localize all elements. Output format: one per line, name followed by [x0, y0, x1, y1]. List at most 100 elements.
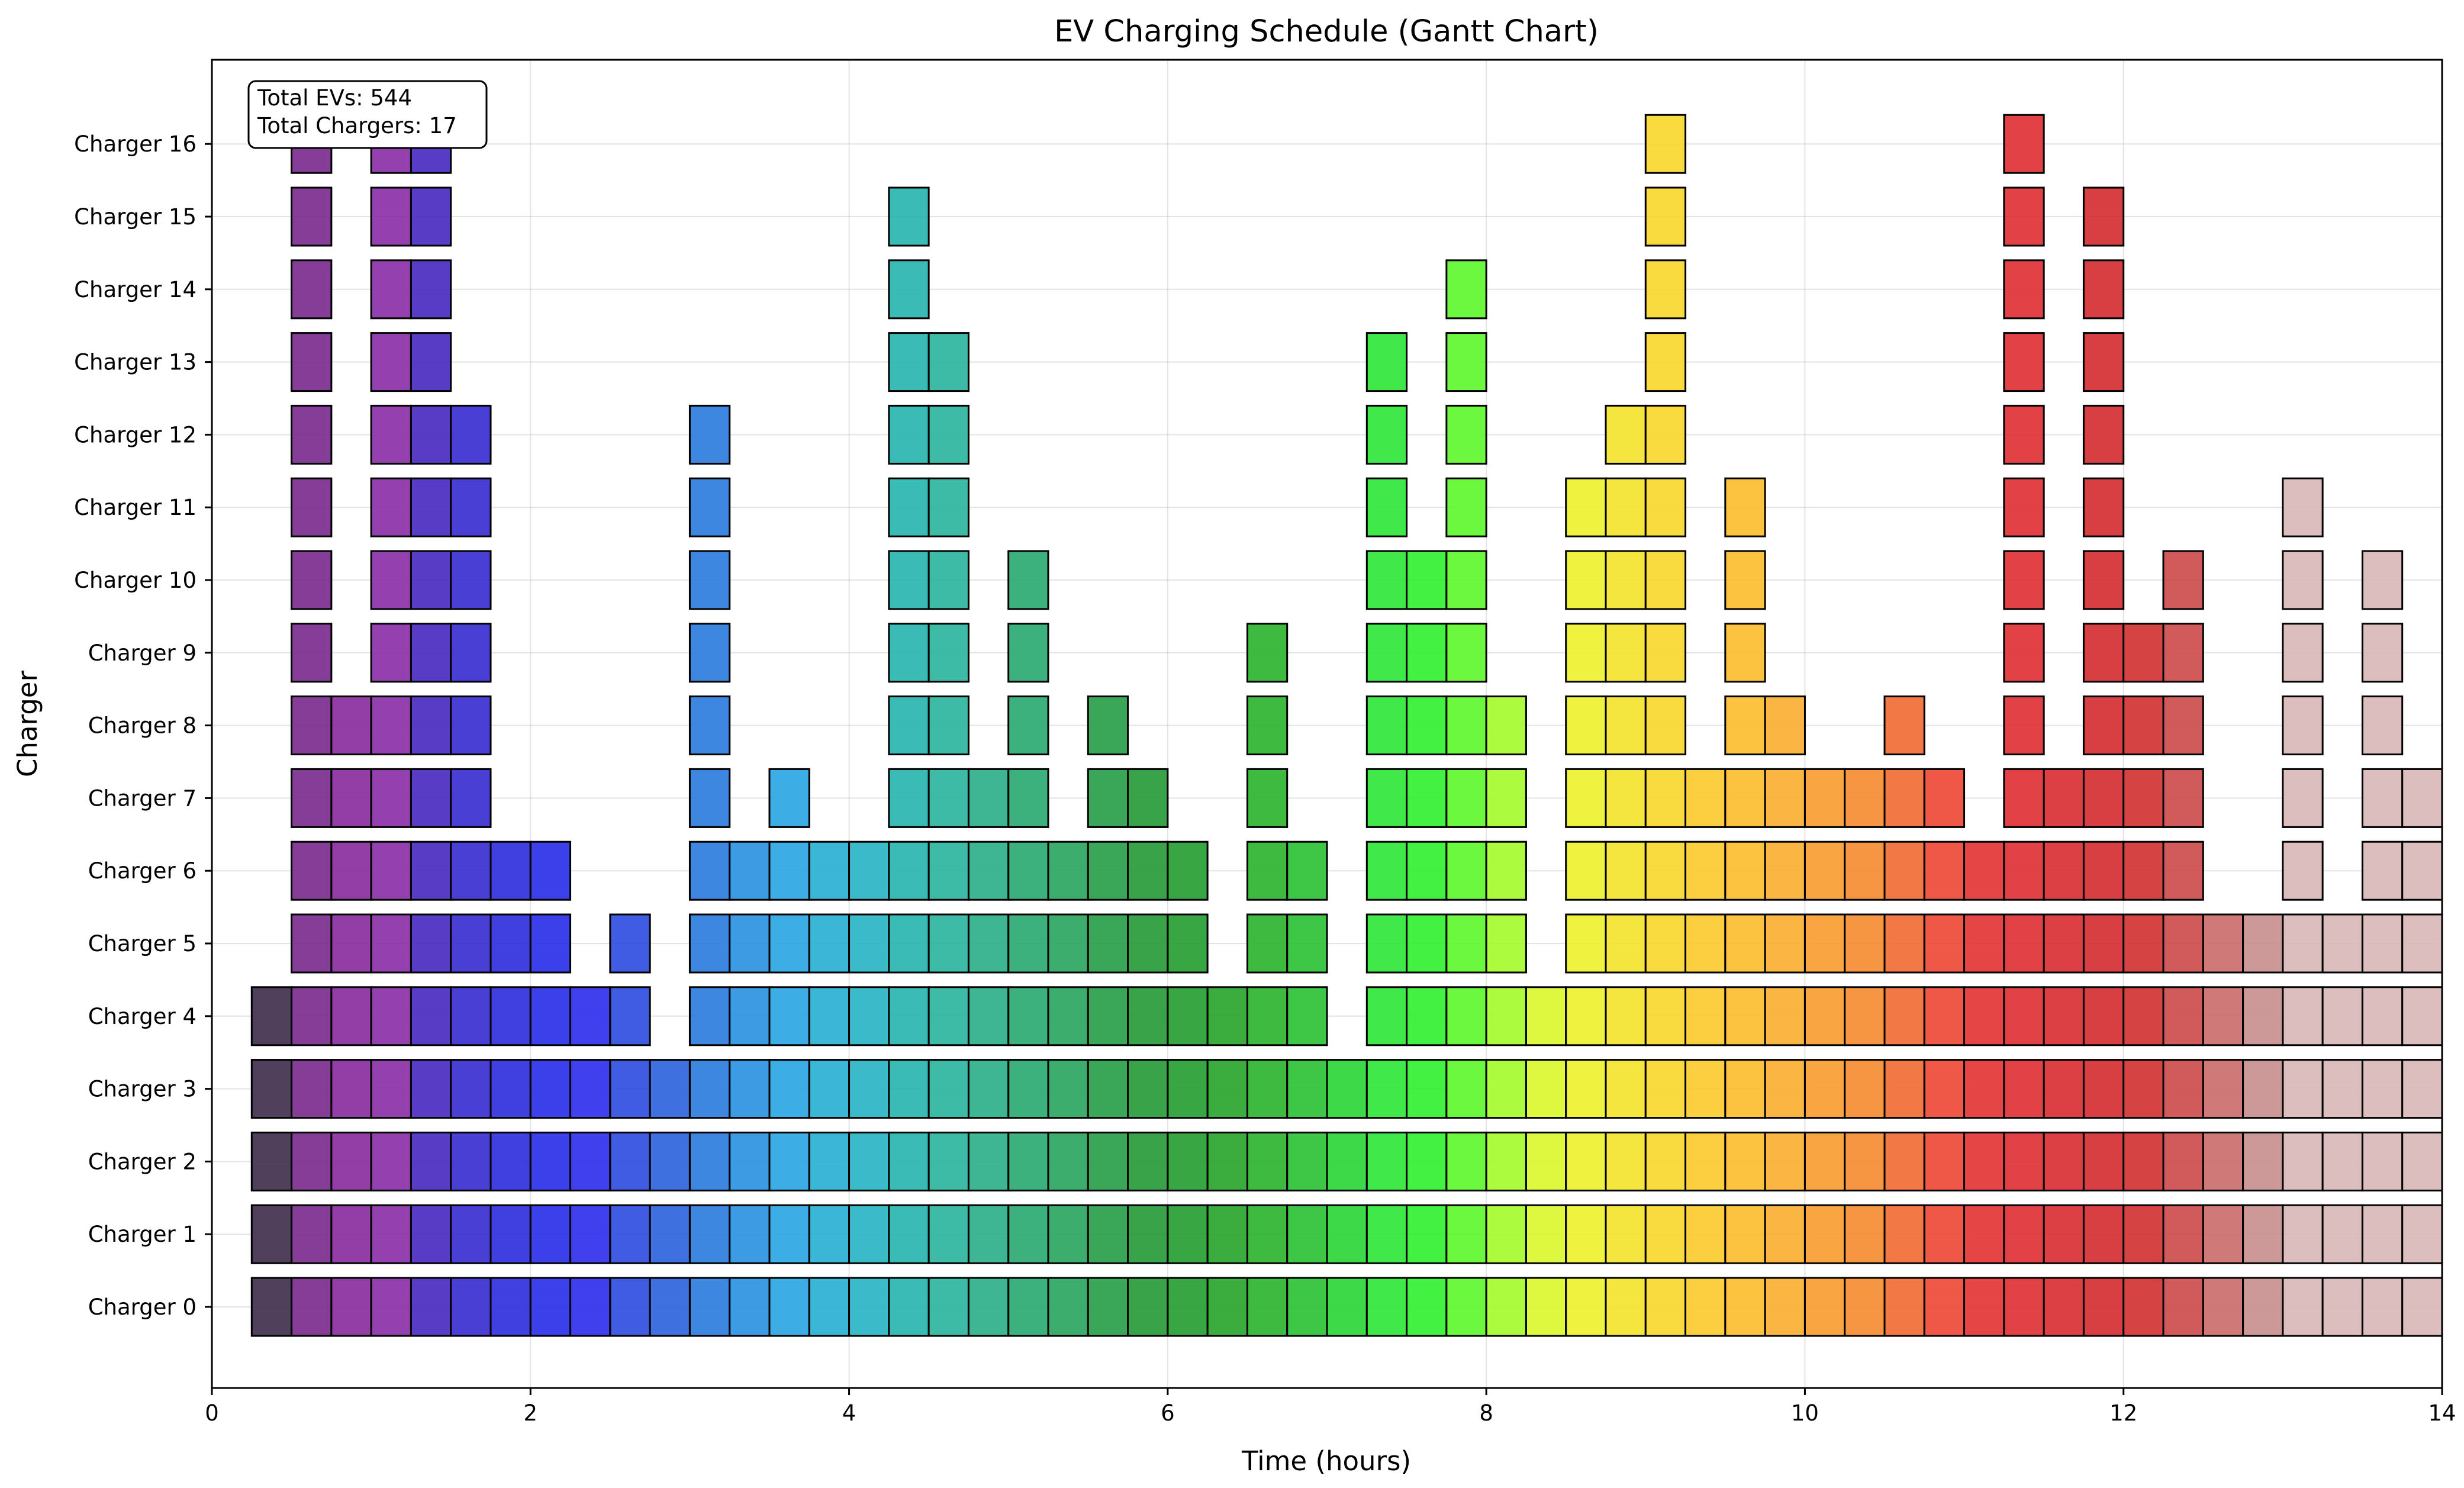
schedule-bar: [2043, 1277, 2085, 1337]
y-tick-label: Charger 13: [74, 350, 197, 375]
schedule-bar: [450, 1131, 492, 1191]
schedule-bar: [1167, 1059, 1209, 1119]
schedule-bar: [1167, 840, 1209, 901]
schedule-bar: [370, 695, 412, 756]
y-tick-label: Charger 3: [88, 1077, 197, 1102]
schedule-bar: [1087, 1204, 1129, 1264]
schedule-bar: [2003, 986, 2045, 1046]
schedule-bar: [1883, 913, 1925, 974]
schedule-bar: [2242, 986, 2284, 1046]
schedule-bar: [729, 1277, 771, 1337]
schedule-bar: [1923, 1131, 1966, 1191]
schedule-bar: [250, 1204, 293, 1264]
schedule-bar: [768, 1277, 810, 1337]
schedule-bar: [291, 332, 333, 392]
schedule-bar: [330, 1059, 372, 1119]
schedule-bar: [529, 913, 572, 974]
schedule-bar: [291, 259, 333, 320]
schedule-bar: [609, 1204, 651, 1264]
schedule-bar: [1007, 1131, 1049, 1191]
schedule-bar: [1007, 1059, 1049, 1119]
y-tick-label: Charger 2: [88, 1149, 197, 1174]
schedule-bar: [1644, 986, 1687, 1046]
schedule-bar: [1883, 840, 1925, 901]
y-tick-label: Charger 12: [74, 422, 197, 447]
schedule-bar: [1684, 1277, 1727, 1337]
schedule-bar: [1644, 840, 1687, 901]
schedule-bar: [1127, 1277, 1169, 1337]
schedule-bar: [489, 1059, 532, 1119]
schedule-bar: [768, 1059, 810, 1119]
schedule-bar: [2003, 1204, 2045, 1264]
schedule-bar: [2361, 913, 2404, 974]
schedule-bar: [1963, 1277, 2005, 1337]
schedule-bar: [1445, 623, 1487, 683]
schedule-bar: [1644, 695, 1687, 756]
schedule-bar: [1206, 1059, 1248, 1119]
schedule-bar: [1246, 1204, 1289, 1264]
schedule-bar: [2282, 1059, 2324, 1119]
schedule-bar: [1007, 550, 1049, 610]
schedule-bar: [649, 1131, 691, 1191]
schedule-bar: [1644, 1059, 1687, 1119]
schedule-bar: [2361, 1277, 2404, 1337]
schedule-bar: [688, 404, 731, 465]
schedule-bar: [1684, 1204, 1727, 1264]
y-tick-label: Charger 5: [88, 931, 197, 956]
schedule-bar: [1565, 623, 1607, 683]
schedule-bar: [1803, 1059, 1846, 1119]
schedule-bar: [967, 840, 1010, 901]
schedule-bar: [1764, 840, 1806, 901]
y-tick-label: Charger 16: [74, 131, 197, 157]
schedule-bar: [927, 986, 970, 1046]
schedule-bar: [1644, 477, 1687, 537]
x-tick-label: 8: [1479, 1400, 1493, 1426]
schedule-bar: [808, 840, 851, 901]
schedule-bar: [2321, 1131, 2363, 1191]
schedule-bar: [1246, 1059, 1289, 1119]
schedule-bar: [330, 840, 372, 901]
schedule-bar: [1565, 695, 1607, 756]
schedule-bar: [410, 1059, 452, 1119]
schedule-bar: [2003, 404, 2045, 465]
schedule-bar: [1764, 1059, 1806, 1119]
schedule-bar: [370, 986, 412, 1046]
schedule-bar: [888, 332, 930, 392]
schedule-bar: [2162, 768, 2204, 828]
schedule-bar: [2082, 913, 2125, 974]
schedule-bar: [609, 1277, 651, 1337]
schedule-bar: [808, 1131, 851, 1191]
info-box-frame: [247, 80, 488, 149]
schedule-bar: [330, 768, 372, 828]
schedule-bar: [649, 1277, 691, 1337]
schedule-bar: [1445, 550, 1487, 610]
schedule-bar: [1445, 332, 1487, 392]
schedule-bar: [410, 186, 452, 247]
y-tick-label: Charger 6: [88, 858, 197, 884]
schedule-bar: [1485, 1131, 1527, 1191]
schedule-bar: [688, 477, 731, 537]
x-tick-label: 10: [1791, 1400, 1819, 1426]
schedule-bar: [2321, 1277, 2363, 1337]
schedule-bar: [2122, 768, 2165, 828]
schedule-bar: [967, 986, 1010, 1046]
schedule-bar: [1406, 623, 1448, 683]
schedule-bar: [967, 1277, 1010, 1337]
schedule-bar: [1167, 913, 1209, 974]
schedule-bar: [1565, 477, 1607, 537]
schedule-bar: [291, 404, 333, 465]
schedule-bar: [450, 404, 492, 465]
schedule-bar: [569, 986, 611, 1046]
schedule-bar: [649, 1204, 691, 1264]
schedule-bar: [927, 623, 970, 683]
schedule-bar: [2361, 695, 2404, 756]
schedule-bar: [1047, 840, 1089, 901]
schedule-bar: [1007, 623, 1049, 683]
x-axis-ticks: 0 2 4 6 8 10 12 14: [205, 1388, 2456, 1426]
schedule-bar: [1605, 1059, 1647, 1119]
schedule-bar: [1286, 1059, 1328, 1119]
schedule-bar: [2082, 1204, 2125, 1264]
schedule-bar: [2202, 1204, 2244, 1264]
schedule-bar: [1445, 695, 1487, 756]
schedule-bar: [1485, 768, 1527, 828]
